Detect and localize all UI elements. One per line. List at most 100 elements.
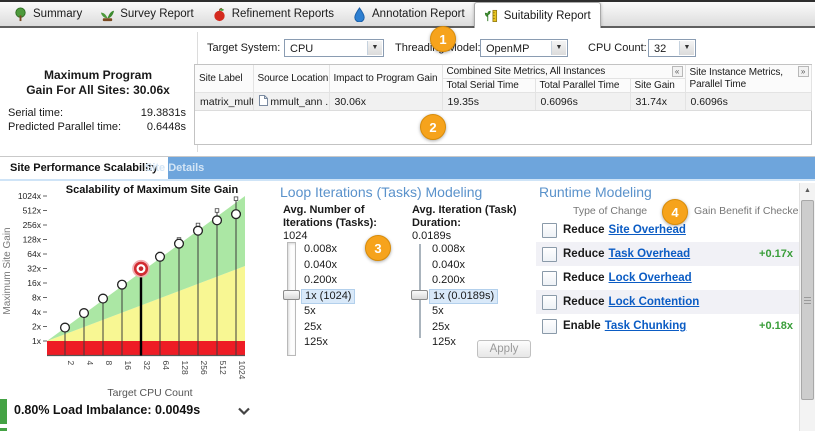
y-tick-label: 16x [27, 278, 41, 288]
iterations-slider-scale: 0.008x 0.040x 0.200x 1x (1024) 5x 25x 12… [301, 242, 356, 351]
lock-contention-checkbox[interactable] [542, 294, 557, 310]
no-gain-region [47, 341, 245, 356]
scroll-up-icon[interactable]: ▲ [800, 183, 815, 198]
lock-overhead-checkbox[interactable] [542, 270, 557, 286]
iterations-slider-handle[interactable] [283, 290, 300, 300]
tab-suitability-report[interactable]: Suitability Report [473, 2, 601, 29]
cell-site-label: matrix_multi ... [195, 92, 254, 111]
gain-summary: Maximum Program Gain For All Sites: 30.0… [0, 68, 196, 134]
y-tick-label: 512x [23, 206, 42, 216]
chart-point[interactable] [211, 215, 223, 226]
tab-refinement-reports[interactable]: Refinement Reports [203, 2, 343, 26]
max-program-gain-title: Maximum Program Gain For All Sites: 30.0… [26, 68, 170, 97]
task-chunking-checkbox[interactable] [542, 318, 557, 334]
x-tick-label: 16 [123, 361, 133, 371]
collapse-left-button[interactable]: « [671, 66, 683, 77]
cell-source-location: mmult_ann ... [253, 92, 330, 111]
col-group-combined-metrics[interactable]: Combined Site Metrics, All Instances « [442, 65, 686, 79]
selected-point-center [138, 266, 144, 271]
scrollbar-thumb[interactable] [801, 200, 814, 400]
threading-model-select[interactable]: OpenMP ▼ [480, 39, 568, 57]
target-system-select[interactable]: CPU ▼ [284, 39, 384, 57]
duration-slider-handle[interactable] [411, 290, 428, 300]
tab-site-performance-scalability[interactable]: Site Performance Scalability [0, 157, 168, 179]
col-header-total-parallel-time[interactable]: Total Parallel Time [535, 78, 631, 93]
duration-slider-scale: 0.008x 0.040x 0.200x 1x (0.0189s) 5x 25x… [429, 242, 499, 351]
callout-badge-3: 3 [365, 235, 391, 261]
lock-overhead-link[interactable]: Lock Overhead [608, 272, 692, 284]
y-tick-label: 2x [32, 322, 42, 332]
gain-benefit-header: Gain Benefit if Checked [694, 205, 805, 217]
task-chunking-link[interactable]: Task Chunking [604, 320, 687, 332]
duration-slider-title: Avg. Iteration (Task) Duration: [412, 204, 517, 229]
y-tick-label: 1x [32, 336, 42, 346]
expand-chevron-icon[interactable] [237, 407, 251, 416]
site-metrics-table: Site Label Source Location Impact to Pro… [194, 64, 812, 145]
report-tabbar: Summary Survey Report Refinement Reports… [0, 2, 815, 29]
tab-annotation-report[interactable]: Annotation Report [343, 2, 474, 26]
list-item-enable-task-chunking: Enable Task Chunking +0.18x [536, 314, 799, 338]
tab-site-details[interactable]: Site Details [145, 162, 205, 174]
callout-badge-4: 4 [662, 199, 688, 225]
tab-label: Annotation Report [372, 8, 465, 20]
chevron-down-icon: ▼ [367, 41, 382, 55]
apply-button[interactable]: Apply [477, 340, 531, 358]
tab-survey-report[interactable]: Survey Report [91, 2, 203, 26]
chart-point[interactable] [192, 225, 204, 236]
col-header-source-location[interactable]: Source Location [253, 65, 330, 93]
x-tick-label: 4 [85, 361, 95, 366]
y-tick-label: 128x [23, 235, 42, 245]
tab-label: Summary [33, 8, 83, 20]
chart-point[interactable] [173, 238, 185, 249]
chart-point[interactable] [154, 251, 166, 262]
list-item-reduce-task-overhead: Reduce Task Overhead +0.17x [536, 242, 799, 266]
scalability-chart[interactable]: 2 4 8 16 32 64 128 256 512 1024 1x 2x 4x 8x 16x 32x 64x 1… [2, 183, 260, 401]
vertical-scrollbar[interactable]: ▲ [799, 183, 815, 431]
tab-label: Survey Report [120, 8, 194, 20]
col-header-site-label[interactable]: Site Label [195, 65, 254, 93]
col-header-site-gain[interactable]: Site Gain [630, 78, 686, 93]
y-tick-label: 32x [27, 264, 41, 274]
x-tick-label: 2 [66, 361, 76, 366]
load-imbalance-indicator-next [0, 428, 7, 431]
ideal-marker [214, 208, 220, 213]
col-group-instance-metrics[interactable]: Site Instance Metrics, Parallel Time » [685, 65, 812, 93]
cell-total-parallel-time: 0.6096s [535, 92, 631, 111]
lock-contention-link[interactable]: Lock Contention [608, 296, 700, 308]
tab-label: Suitability Report [503, 9, 591, 22]
chart-point[interactable] [59, 322, 71, 333]
sprout-ruler-icon [484, 9, 497, 22]
list-item-reduce-lock-overhead: Reduce Lock Overhead [536, 266, 799, 290]
chart-point[interactable] [97, 293, 109, 304]
cpu-count-select[interactable]: 32 ▼ [648, 39, 696, 57]
site-overhead-checkbox[interactable] [542, 222, 557, 238]
site-overhead-link[interactable]: Site Overhead [608, 224, 686, 236]
table-row[interactable]: matrix_multi ... mmult_ann ... 30.06x 19… [195, 92, 812, 111]
chart-point[interactable] [116, 279, 128, 290]
runtime-panel-heading: Runtime Modeling [539, 184, 652, 200]
iterations-slider-title: Avg. Number of Iterations (Tasks): [283, 204, 377, 229]
task-overhead-checkbox[interactable] [542, 246, 557, 262]
list-item-reduce-lock-contention: Reduce Lock Contention [536, 290, 799, 314]
chart-point[interactable] [78, 308, 90, 319]
x-tick-label: 128 [180, 361, 190, 375]
ideal-marker [233, 196, 239, 201]
y-tick-label: 64x [27, 249, 41, 259]
chart-point[interactable] [230, 209, 242, 220]
y-tick-label: 4x [32, 307, 42, 317]
document-icon [258, 95, 268, 106]
gain-value: +0.18x [759, 320, 793, 332]
tab-summary[interactable]: Summary [4, 2, 91, 26]
tree-icon [15, 6, 26, 21]
col-header-total-serial-time[interactable]: Total Serial Time [442, 78, 536, 93]
x-tick-label: 64 [161, 361, 171, 371]
y-tick-label: 8x [32, 293, 42, 303]
chevron-down-icon: ▼ [551, 41, 566, 55]
y-axis-label: Maximum Site Gain [2, 227, 13, 314]
collapse-right-button[interactable]: » [797, 66, 809, 77]
col-header-impact[interactable]: Impact to Program Gain [329, 65, 443, 93]
callout-badge-1: 1 [430, 26, 456, 52]
iterations-panel-heading: Loop Iterations (Tasks) Modeling [280, 184, 483, 200]
task-overhead-link[interactable]: Task Overhead [608, 248, 691, 260]
list-item-reduce-site-overhead: Reduce Site Overhead [536, 218, 799, 242]
